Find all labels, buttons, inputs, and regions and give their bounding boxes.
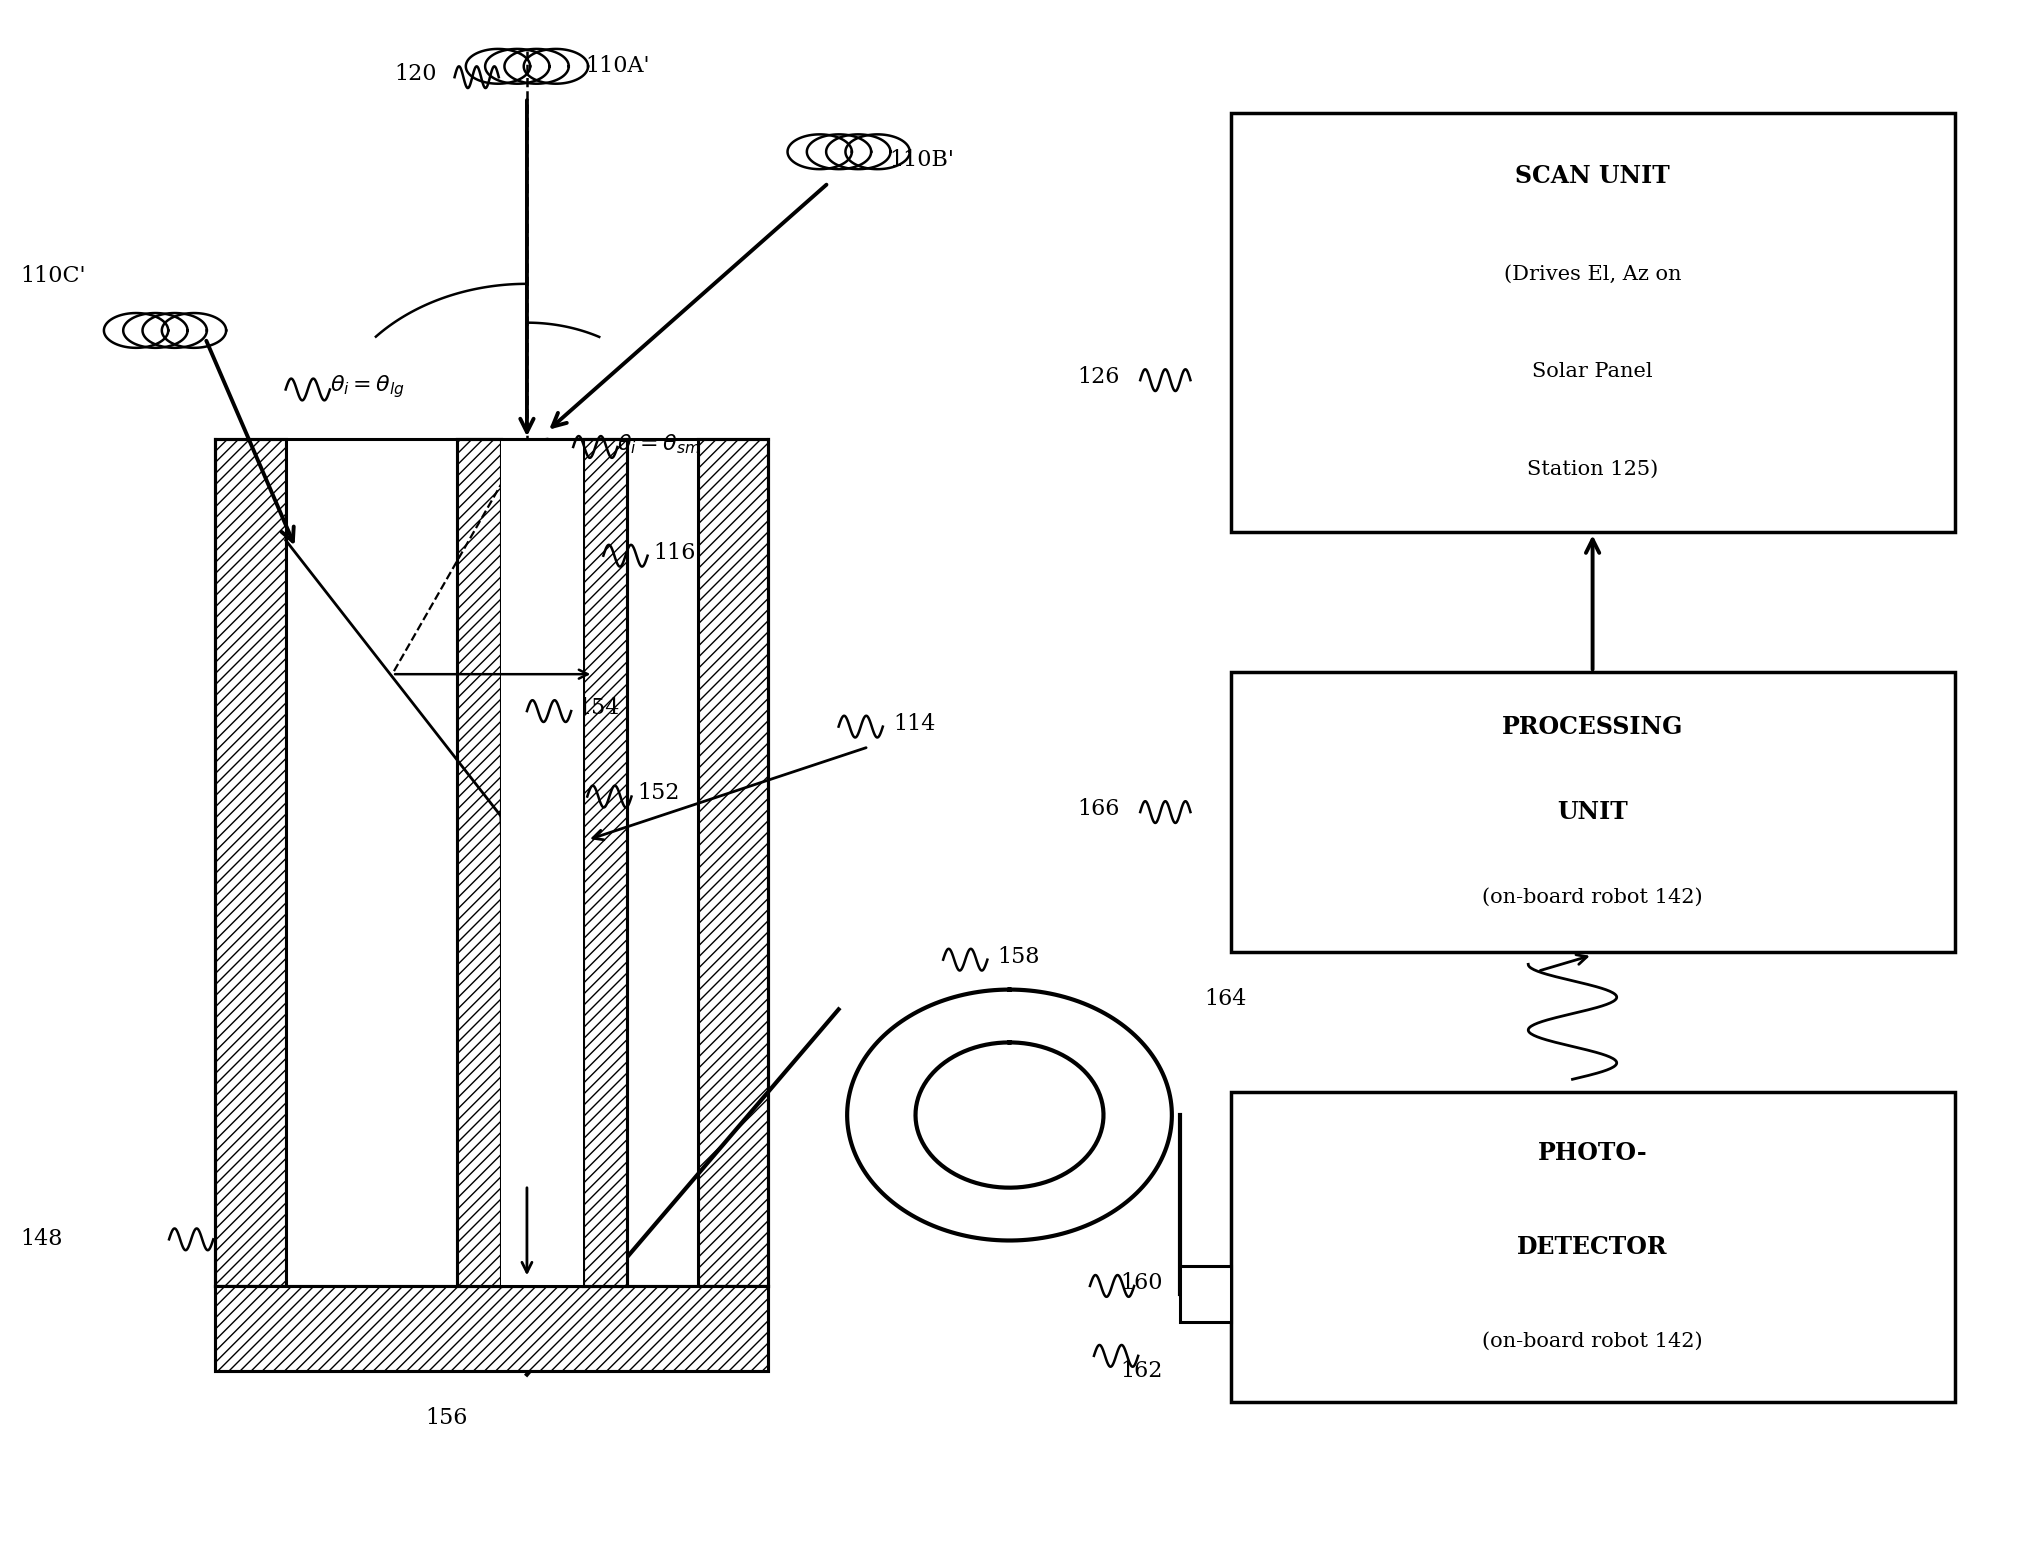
Bar [1181, 1265, 1232, 1321]
Text: 158: 158 [997, 945, 1040, 967]
Text: Solar Panel: Solar Panel [1532, 362, 1654, 381]
Bar [1232, 1092, 1954, 1403]
Text: (on-board robot 142): (on-board robot 142) [1482, 1332, 1702, 1351]
Text: 164: 164 [1205, 987, 1248, 1009]
Bar [216, 439, 285, 1286]
Text: 110A': 110A' [586, 55, 650, 77]
Text: (on-board robot 142): (on-board robot 142) [1482, 887, 1702, 906]
Text: 152: 152 [638, 783, 680, 804]
Text: $\theta_i=\theta_{sm}$: $\theta_i=\theta_{sm}$ [618, 433, 701, 456]
Bar [583, 439, 628, 1286]
Bar [699, 439, 767, 1286]
Bar [216, 1286, 767, 1371]
Text: 110B': 110B' [888, 148, 953, 170]
Text: 166: 166 [1078, 798, 1121, 820]
Text: 116: 116 [654, 542, 697, 564]
Text: 110C': 110C' [20, 266, 87, 287]
Text: 154: 154 [577, 697, 620, 719]
Text: DETECTOR: DETECTOR [1518, 1236, 1668, 1259]
Text: 126: 126 [1078, 366, 1121, 387]
Bar [216, 1286, 767, 1371]
Bar [501, 439, 583, 1286]
Bar [216, 439, 285, 1286]
Text: 156: 156 [426, 1407, 468, 1429]
Bar [456, 439, 501, 1286]
Bar [699, 439, 767, 1286]
Bar [1232, 672, 1954, 951]
Text: Station 125): Station 125) [1526, 459, 1658, 478]
Bar [456, 439, 501, 1286]
Bar [285, 439, 699, 1286]
Text: 148: 148 [20, 1228, 63, 1250]
Text: 160: 160 [1121, 1271, 1163, 1293]
Text: 114: 114 [892, 712, 935, 734]
Text: PHOTO-: PHOTO- [1538, 1140, 1648, 1165]
Text: (Drives El, Az on: (Drives El, Az on [1504, 264, 1682, 283]
Text: PROCESSING: PROCESSING [1502, 715, 1684, 739]
Text: UNIT: UNIT [1557, 800, 1627, 825]
Text: SCAN UNIT: SCAN UNIT [1514, 164, 1670, 189]
Bar [583, 439, 628, 1286]
Text: $\theta_i=\theta_{lg}$: $\theta_i=\theta_{lg}$ [329, 373, 406, 400]
Text: 162: 162 [1121, 1361, 1163, 1382]
Text: 120: 120 [394, 62, 436, 84]
Bar [1232, 112, 1954, 533]
